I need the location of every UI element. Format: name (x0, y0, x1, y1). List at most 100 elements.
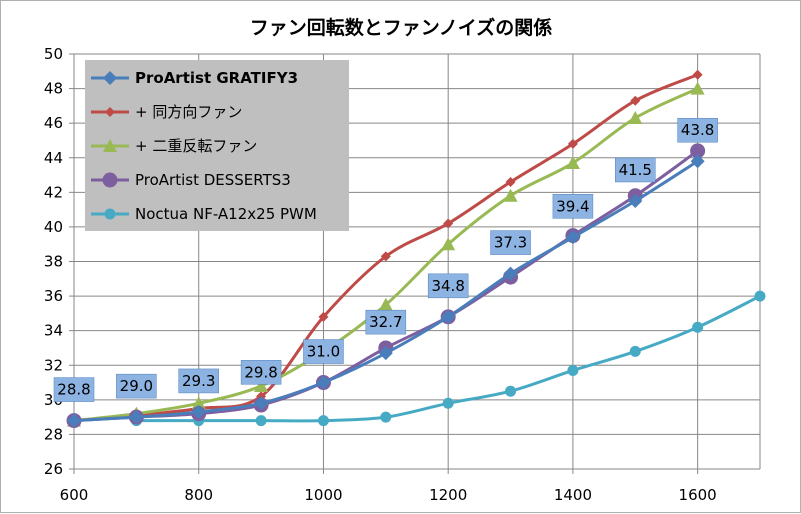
series-point (316, 375, 331, 390)
y-tick-label: 44 (44, 149, 63, 167)
data-label-box (677, 117, 718, 143)
series-point (690, 154, 705, 169)
series-point (503, 188, 518, 202)
series-group (66, 69, 766, 429)
series-point (378, 297, 393, 311)
series-point (505, 385, 517, 397)
chart-title: ファン回転数とファンノイズの関係 (250, 16, 552, 39)
data-label: 41.5 (615, 157, 656, 183)
data-label-box (303, 339, 344, 364)
x-tick-label: 800 (184, 486, 213, 504)
data-label-text: 34.8 (431, 277, 464, 295)
series-point (441, 237, 456, 251)
series-point (129, 410, 144, 425)
data-label: 29.8 (240, 360, 282, 385)
data-label-box (490, 230, 531, 255)
series-point (630, 95, 641, 106)
y-tick-label: 32 (44, 356, 63, 374)
data-label-box (552, 194, 594, 219)
y-tick-label: 42 (44, 183, 63, 201)
series-point (629, 345, 641, 357)
legend-entry-1: ProArtist GRATIFY3 (91, 69, 298, 87)
y-tick-label: 48 (44, 80, 63, 98)
data-label-box (116, 373, 157, 399)
series-point (378, 346, 393, 361)
data-label-text: 41.5 (619, 161, 652, 179)
data-label: 37.3 (490, 230, 531, 255)
legend-swatch-marker (103, 139, 117, 152)
legend-swatch-marker (104, 208, 116, 220)
data-label: 39.4 (552, 194, 594, 219)
legend-label: + 同方向ファン (135, 103, 242, 121)
series-point (254, 379, 269, 392)
series-point (380, 251, 391, 262)
series-point (628, 110, 643, 124)
data-label: 34.8 (427, 273, 469, 299)
series-point (442, 397, 454, 409)
legend-swatch-marker (105, 107, 115, 117)
legend-label: Noctua NF-A12x25 PWM (135, 205, 317, 223)
y-tick-label: 36 (44, 287, 63, 305)
series-point (255, 415, 267, 427)
legend-swatch-marker (102, 172, 118, 188)
series-point (317, 415, 329, 427)
series-point (443, 218, 454, 229)
series-point (505, 176, 516, 187)
x-tick-label: 1000 (304, 486, 342, 504)
data-label: 31.0 (303, 339, 344, 364)
series-point (380, 411, 392, 423)
data-label-text: 37.3 (494, 234, 527, 252)
data-label: 29.3 (178, 368, 219, 394)
data-label-box (53, 377, 95, 402)
series-point (191, 396, 206, 410)
legend-entry-4: ProArtist DESSERTS3 (91, 171, 291, 189)
series-line (73, 87, 699, 423)
data-labels: 28.8 29.0 29.3 29.8 31.0 32.7 34.8 37.3 39.4 41.5… (53, 117, 718, 402)
y-tick-label: 34 (44, 322, 63, 340)
series-point (692, 321, 704, 333)
series-point (628, 193, 643, 208)
y-tick-label: 46 (44, 114, 63, 132)
x-tick-label: 600 (60, 486, 89, 504)
legend-label: + 二重反転ファン (135, 137, 257, 155)
series-point (318, 311, 329, 322)
y-tick-label: 26 (44, 460, 63, 478)
y-tick-label: 28 (44, 425, 63, 443)
legend-entry-5: Noctua NF-A12x25 PWM (91, 205, 317, 223)
data-label-box (615, 157, 656, 183)
series-point (754, 290, 766, 302)
series-point (565, 230, 580, 245)
data-label: 28.8 (53, 377, 95, 402)
series-point (690, 143, 706, 159)
series-point (692, 69, 703, 80)
data-label-box (365, 309, 407, 335)
data-label-box (178, 368, 219, 394)
legend-swatch-marker (103, 71, 117, 85)
data-label-text: 29.0 (120, 377, 153, 395)
data-label-text: 32.7 (369, 313, 402, 331)
legend-entry-3: + 二重反転ファン (91, 137, 257, 155)
x-tick-label: 1600 (679, 486, 717, 504)
legend-entry-2: + 同方向ファン (91, 103, 242, 121)
series-point (191, 404, 206, 419)
legend-label: ProArtist DESSERTS3 (135, 171, 291, 189)
y-tick-label: 50 (44, 45, 63, 63)
data-label-text: 39.4 (556, 197, 589, 215)
data-label: 32.7 (365, 309, 407, 335)
data-label: 43.8 (677, 117, 718, 143)
series-point (567, 138, 578, 149)
series-point (67, 413, 81, 428)
series-point (690, 81, 705, 95)
legend[interactable]: ProArtist GRATIFY3 + 同方向ファン + 二重反転ファン ProAr… (85, 60, 349, 231)
legend-label: ProArtist GRATIFY3 (135, 69, 298, 87)
series-point (441, 309, 456, 324)
y-tick-label: 38 (44, 253, 63, 271)
data-label-box (240, 360, 282, 385)
data-label-text: 43.8 (681, 121, 714, 139)
data-label: 29.0 (116, 373, 157, 399)
series-1 (67, 154, 705, 428)
data-label-text: 31.0 (307, 343, 340, 361)
